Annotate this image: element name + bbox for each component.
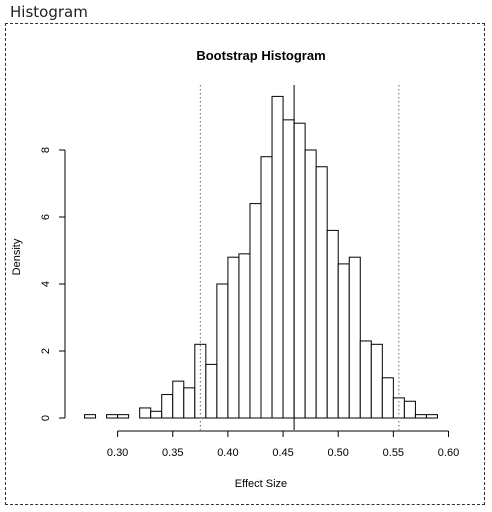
histogram-bar — [106, 414, 119, 419]
x-tick-label: 0.35 — [162, 447, 183, 459]
y-tick-label: 6 — [40, 214, 52, 220]
histogram-bar — [326, 229, 339, 419]
histogram-bar — [172, 380, 185, 419]
histogram-bar — [348, 256, 361, 419]
x-axis-label: Effect Size — [235, 478, 287, 490]
histogram-bar — [381, 377, 394, 419]
x-tick-label: 0.45 — [272, 447, 293, 459]
y-tick-label: 8 — [40, 147, 52, 153]
x-tick-label: 0.30 — [107, 447, 128, 459]
histogram-bar — [403, 400, 416, 419]
histogram-bar — [183, 387, 196, 419]
y-axis: 0 2 4 6 8 — [40, 147, 66, 421]
x-axis: 0.30 0.35 0.40 0.45 0.50 0.55 0.60 — [107, 430, 459, 459]
y-tick-label: 0 — [40, 415, 52, 421]
histogram-bar — [249, 203, 262, 419]
x-tick-label: 0.50 — [328, 447, 349, 459]
histogram-bar — [238, 253, 251, 419]
histogram-bar — [139, 407, 152, 419]
reference-lines — [199, 85, 400, 430]
x-tick-label: 0.40 — [217, 447, 238, 459]
y-tick-label: 2 — [40, 348, 52, 354]
chart-title: Bootstrap Histogram — [196, 48, 325, 63]
histogram-bar — [84, 414, 97, 419]
histogram-bar — [117, 414, 130, 419]
x-tick-label: 0.55 — [383, 447, 404, 459]
histogram-bar — [227, 256, 240, 419]
histogram-bars — [84, 95, 438, 419]
histogram-bar — [370, 343, 383, 419]
histogram-bar — [425, 414, 438, 419]
histogram-bar — [315, 166, 328, 419]
panel-title: Histogram — [10, 3, 88, 21]
y-axis-label: Density — [11, 238, 23, 275]
plot-panel-frame — [5, 23, 485, 505]
histogram-bar — [359, 340, 372, 419]
histogram-bar — [304, 149, 317, 419]
histogram-bar — [271, 95, 284, 419]
histogram-bar — [337, 263, 350, 419]
histogram-bar — [216, 283, 229, 419]
histogram-bar — [293, 122, 306, 419]
histogram-bar — [150, 410, 163, 419]
histogram-bar — [414, 414, 427, 419]
histogram-bar — [260, 156, 273, 419]
histogram-bar — [282, 119, 295, 419]
histogram-bar — [161, 394, 174, 419]
y-tick-label: 4 — [40, 281, 52, 287]
histogram-bar — [392, 397, 405, 419]
histogram-bar — [205, 363, 218, 419]
x-tick-label: 0.60 — [438, 447, 459, 459]
